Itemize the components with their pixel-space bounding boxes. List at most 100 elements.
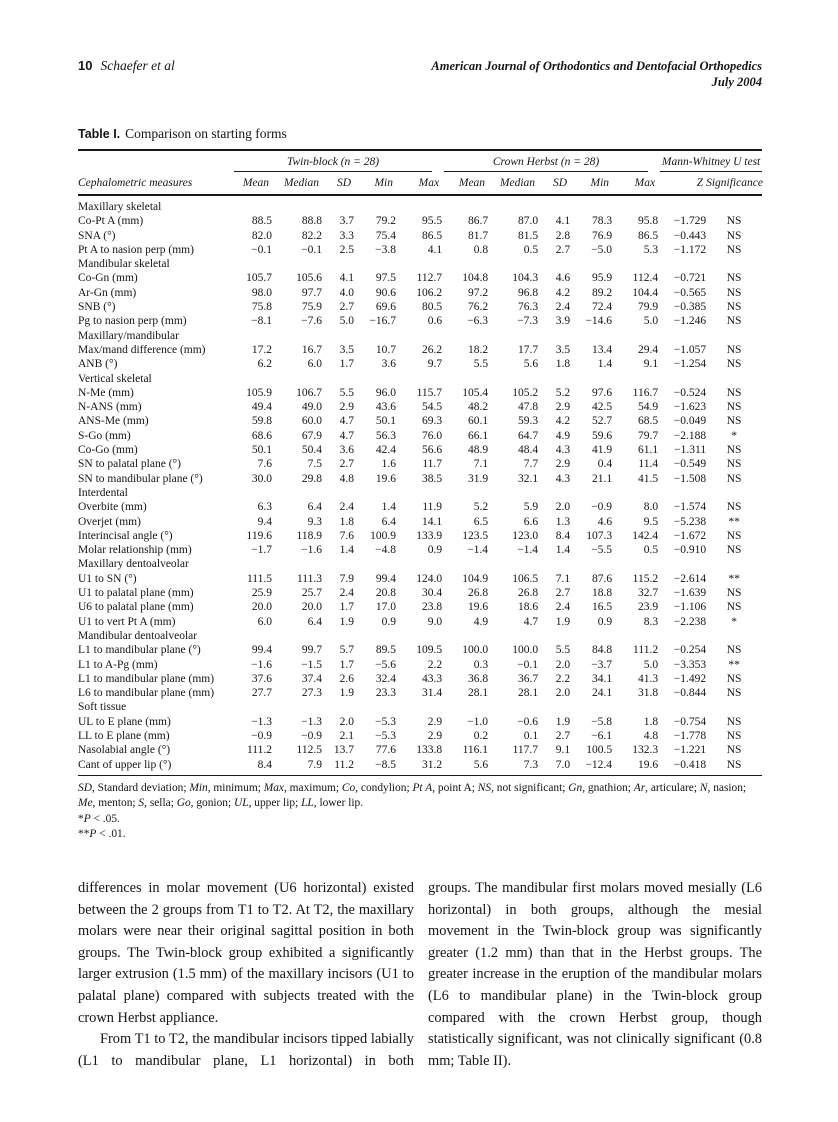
stat-value: 1.7 xyxy=(339,358,354,371)
stat-value: 25.7 xyxy=(301,587,322,600)
stat-value: 99.4 xyxy=(375,572,396,585)
table-row: SNA (°) 82.0 82.2 3.3 75.4 86.5 81.7 81.5 2.8 76.… xyxy=(78,229,762,243)
significance-value: NS xyxy=(726,386,742,399)
col-header-z: Z xyxy=(658,172,707,196)
stat-value: 3.7 xyxy=(339,215,354,228)
stat-value: 99.4 xyxy=(251,644,272,657)
body-paragraph: groups. The mandibular first molars move… xyxy=(428,880,762,1069)
stat-value: 2.4 xyxy=(339,587,354,600)
measure-label: Co-Pt A (mm) xyxy=(78,215,144,228)
stat-value: 1.8 xyxy=(339,515,354,528)
stat-value: 17.2 xyxy=(251,343,272,356)
comparison-table: Twin-block (n = 28) Crown Herbst (n = 28… xyxy=(78,149,763,772)
stat-value: 98.0 xyxy=(251,286,272,299)
group-header-mann-whitney: Mann-Whitney U test xyxy=(658,150,763,172)
stat-value: 2.4 xyxy=(555,601,571,614)
stat-value: 31.2 xyxy=(421,758,443,771)
stat-value: 18.6 xyxy=(517,601,539,614)
stat-value: −1.729 xyxy=(673,215,707,228)
stat-value: 2.9 xyxy=(427,729,443,742)
stat-value: 76.3 xyxy=(517,301,539,314)
stat-value: 115.7 xyxy=(416,386,443,399)
stat-value: 4.1 xyxy=(339,272,354,285)
stat-value: 82.0 xyxy=(251,229,272,242)
stat-value: −0.1 xyxy=(301,243,322,256)
stat-value: 5.6 xyxy=(523,358,539,371)
col-header-tb-median: Median xyxy=(272,172,322,196)
stat-value: 5.2 xyxy=(555,386,571,399)
stat-value: −1.492 xyxy=(673,672,707,685)
stat-value: 2.8 xyxy=(555,229,571,242)
stat-value: 56.3 xyxy=(375,429,396,442)
stat-value: 49.4 xyxy=(251,401,272,414)
stat-value: 6.4 xyxy=(307,501,322,514)
stat-value: 2.1 xyxy=(339,729,354,742)
stat-value: −0.9 xyxy=(251,729,272,742)
stat-value: 1.4 xyxy=(555,544,571,557)
table-row: Nasolabial angle (°) 111.2 112.5 13.7 77.6 13… xyxy=(78,743,762,757)
stat-value: 20.0 xyxy=(301,601,322,614)
stat-value: 3.9 xyxy=(555,315,571,328)
column-header-row: Cephalometric measures Mean Median SD Mi… xyxy=(78,172,763,196)
significance-value: NS xyxy=(726,343,742,356)
section-row: Maxillary skeletal xyxy=(78,195,762,214)
stat-value: 30.0 xyxy=(251,472,272,485)
significance-value: NS xyxy=(726,444,742,457)
stat-value: 79.9 xyxy=(637,301,659,314)
stat-value: −0.6 xyxy=(517,715,539,728)
stat-value: 7.1 xyxy=(555,572,571,585)
stat-value: 20.8 xyxy=(375,587,396,600)
stat-value: 38.5 xyxy=(421,472,443,485)
stat-value: 4.9 xyxy=(473,615,489,628)
stat-value: 31.4 xyxy=(421,687,443,700)
stat-value: 0.8 xyxy=(473,243,489,256)
col-header-ch-max: Max xyxy=(612,172,659,196)
stat-value: 133.9 xyxy=(416,529,443,542)
section-label: Maxillary/mandibular xyxy=(78,329,179,342)
stat-value: 90.6 xyxy=(375,286,396,299)
stat-value: 6.4 xyxy=(381,515,396,528)
significance-value: NS xyxy=(726,358,742,371)
stat-value: 115.2 xyxy=(632,572,659,585)
significance-value: ** xyxy=(728,572,740,585)
body-left-column: differences in molar movement (U6 horizo… xyxy=(78,878,414,1072)
stat-value: 36.7 xyxy=(517,672,539,685)
stat-value: 54.9 xyxy=(637,401,659,414)
significance-value: NS xyxy=(726,243,742,256)
measure-label: Max/mand difference (mm) xyxy=(78,343,206,356)
article-body: differences in molar movement (U6 horizo… xyxy=(78,878,762,1072)
stat-value: 60.0 xyxy=(301,415,322,428)
stat-value: 95.5 xyxy=(421,215,443,228)
stat-value: 142.4 xyxy=(632,529,659,542)
stat-value: 8.4 xyxy=(257,758,272,771)
stat-value: 25.9 xyxy=(251,587,272,600)
stat-value: 96.0 xyxy=(375,386,396,399)
stat-value: 11.7 xyxy=(422,458,443,471)
stat-value: 9.1 xyxy=(555,744,571,757)
page-number: 10 xyxy=(78,58,93,73)
stat-value: 32.1 xyxy=(517,472,539,485)
stat-value: 54.5 xyxy=(421,401,443,414)
stat-value: −6.3 xyxy=(467,315,489,328)
stat-value: 28.1 xyxy=(467,687,489,700)
stat-value: −14.6 xyxy=(585,315,613,328)
group-header-crown-herbst: Crown Herbst (n = 28) xyxy=(442,150,658,172)
table-row: LL to E plane (mm) −0.9 −0.9 2.1 −5.3 2.9 0.2 0… xyxy=(78,729,762,743)
col-header-ch-mean: Mean xyxy=(442,172,489,196)
stat-value: 123.0 xyxy=(512,529,539,542)
measure-label: Overbite (mm) xyxy=(78,501,147,514)
section-label: Mandibular dentoalveolar xyxy=(78,629,198,642)
col-header-significance: Significance xyxy=(706,172,763,196)
stat-value: 96.8 xyxy=(517,286,539,299)
table-row: U1 to SN (°) 111.5 111.3 7.9 99.4 124.0 104.9 1… xyxy=(78,572,762,586)
table-row: Pt A to nasion perp (mm) −0.1 −0.1 2.5 −3.8 4… xyxy=(78,243,762,257)
stat-value: 0.5 xyxy=(643,544,659,557)
stat-value: −2.238 xyxy=(673,615,707,628)
significance-value: NS xyxy=(726,529,742,542)
stat-value: 9.5 xyxy=(643,515,659,528)
significance-value: NS xyxy=(726,415,742,428)
stat-value: 97.2 xyxy=(467,286,489,299)
stat-value: 7.5 xyxy=(307,458,322,471)
table-row: L1 to mandibular plane (mm) 37.6 37.4 2.6 32… xyxy=(78,672,762,686)
stat-value: 4.8 xyxy=(339,472,354,485)
